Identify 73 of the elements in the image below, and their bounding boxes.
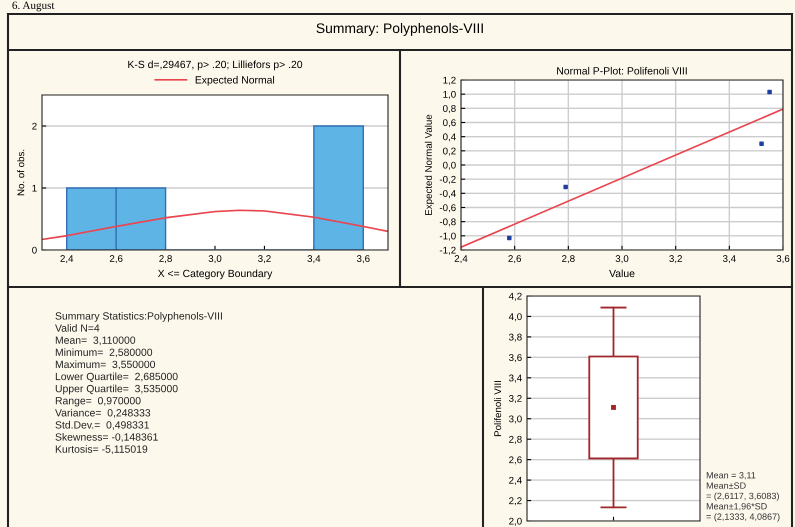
y-tick-label: -0,8	[440, 218, 456, 226]
x-tick-label: 2,6	[110, 255, 122, 264]
text: Kurtosis= -5,115019	[56, 445, 148, 454]
point	[507, 236, 512, 240]
y-tick-label: -0,2	[440, 176, 456, 184]
x-tick-label: 3,0	[208, 255, 222, 264]
x-tick-label: 3,6	[776, 255, 790, 264]
y-tick-label: 1,0	[443, 90, 456, 99]
y-tick-label: 2,8	[509, 436, 522, 444]
x-tick-label: 2,4	[60, 255, 74, 264]
text: Skewness= -0,148361	[55, 433, 158, 442]
x-tick-label: 3,6	[356, 255, 370, 264]
y-tick-label: -1,0	[440, 232, 456, 241]
x-tick-label: 3,2	[669, 255, 682, 264]
y-tick-label: 0,4	[443, 133, 456, 142]
y-tick-label: 3,8	[508, 334, 522, 342]
chart-title: Normal P-Plot: Polifenoli VIII	[557, 66, 687, 75]
text: Summary: Polyphenols-VIII	[316, 22, 483, 36]
legend-label: Expected Normal	[196, 76, 274, 86]
text: = (2,1333, 4,0867)	[706, 513, 780, 522]
y-tick-label: 0	[32, 246, 37, 254]
text: Maximum= 3,550000	[56, 360, 156, 370]
x-axis-title: X <= Category Boundary	[158, 269, 272, 280]
y-tick-label: 2,4	[509, 476, 522, 485]
y-tick-label: 3,0	[508, 415, 522, 424]
text: Summary Statistics:Polyphenols-VIII	[55, 312, 222, 322]
text: Std.Dev.= 0,498331	[55, 420, 149, 430]
y-tick-label: -0,6	[440, 204, 456, 212]
y-tick-label: 0,6	[443, 119, 456, 128]
y-tick-label: 4,0	[508, 313, 522, 322]
x-tick-label: 2,8	[159, 255, 172, 264]
point	[563, 184, 568, 190]
y-tick-label: 3,2	[508, 395, 522, 404]
y-tick-label: 3,4	[508, 374, 522, 383]
y-tick-label: 2,6	[509, 456, 522, 464]
y-tick-label: 2,2	[509, 497, 522, 506]
y-tick-label: 3,6	[508, 354, 522, 362]
text: 6. August	[12, 2, 54, 12]
y-tick-label: 0,0	[443, 162, 456, 170]
y-tick-label: -1,2	[440, 246, 456, 255]
x-tick-label: 3,0	[616, 255, 628, 264]
point	[759, 142, 764, 146]
y-tick-label: 1	[32, 184, 37, 192]
x-tick-label: 3,2	[258, 255, 271, 264]
text: Mean= 3,110000	[56, 336, 136, 346]
y-tick-label: 0,2	[443, 148, 456, 156]
text: Range= 0,970000	[56, 397, 141, 406]
point	[767, 90, 772, 94]
y-axis-title: Expected Normal Value	[424, 114, 434, 215]
x-tick-label: 3,4	[722, 255, 736, 264]
line-series	[42, 209, 388, 240]
y-tick-label: 1,2	[443, 76, 456, 85]
y-axis-title: No. of obs.	[17, 150, 24, 196]
y-tick-label: 4,2	[508, 292, 522, 301]
text: Mean±SD	[706, 482, 746, 489]
text: Valid N=4	[55, 324, 100, 332]
text: Variance= 0,248333	[55, 408, 150, 418]
y-tick-label: 0,8	[443, 105, 456, 114]
y-axis-title: Polifenoli VIII	[494, 381, 502, 436]
y-tick-label: 2	[32, 122, 37, 130]
text: Upper Quartile= 3,535000	[56, 384, 178, 394]
text: = (2,6117, 3,6083)	[706, 492, 779, 501]
text: Mean±1,96*SD	[706, 503, 767, 511]
x-tick-label: 2,8	[562, 255, 575, 264]
chart-subtitle: K-S d=,29467, p> .20; Lilliefors p> .20	[128, 60, 302, 70]
text: Mean = 3,11	[706, 472, 756, 480]
text: Minimum= 2,580000	[56, 348, 152, 358]
x-axis-title: Value	[609, 269, 634, 278]
x-tick-label: 3,4	[307, 255, 320, 264]
text: Lower Quartile= 2,685000	[56, 372, 178, 382]
y-tick-label: -0,4	[440, 190, 456, 198]
y-tick-label: 2,0	[509, 518, 522, 526]
x-tick-label: 2,4	[454, 255, 468, 264]
